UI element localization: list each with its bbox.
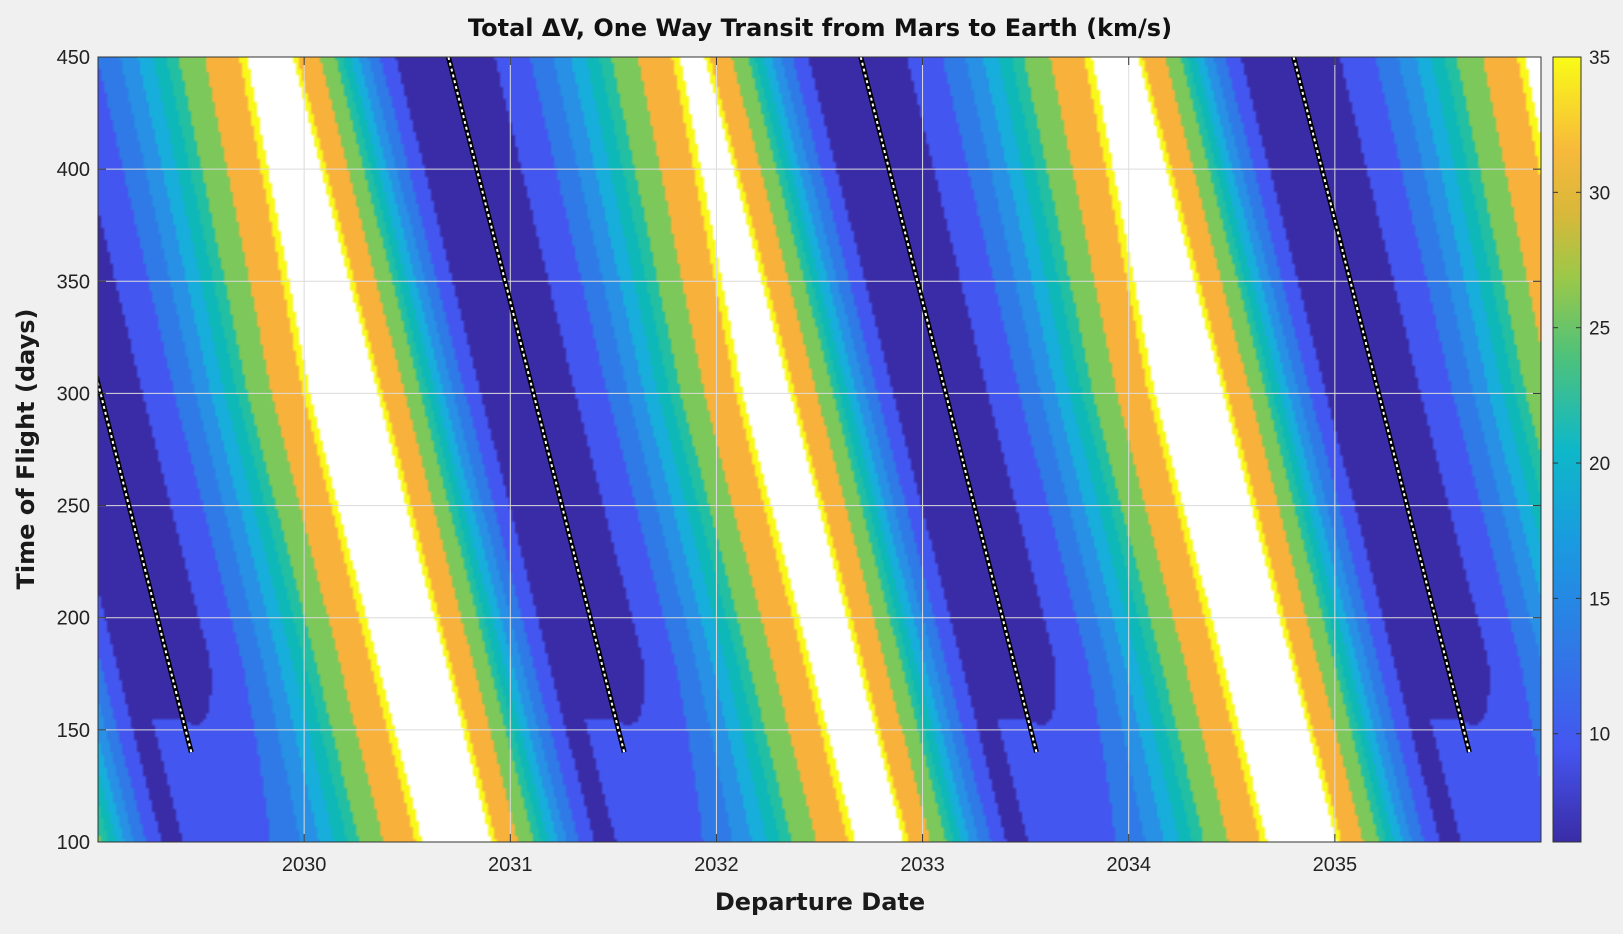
x-axis-label: Departure Date	[715, 888, 925, 916]
optimal-seam-outline	[858, 57, 1039, 753]
x-tick-label: 2032	[694, 854, 739, 876]
y-tick-label: 200	[57, 608, 90, 630]
colorbar: 10 15 20 25 30 35	[1552, 48, 1610, 843]
optimal-seam-outline	[1291, 57, 1472, 753]
y-tick-label: 250	[57, 496, 90, 518]
colorbar-tick-label: 35	[1589, 48, 1610, 69]
optimal-seam-outline	[98, 373, 194, 753]
y-tick-label: 400	[57, 159, 90, 181]
x-tick-label: 2035	[1313, 854, 1358, 876]
y-tick-label: 100	[57, 832, 90, 854]
colorbar-tick-label: 15	[1589, 589, 1610, 610]
grid-lines	[98, 57, 1541, 842]
colorbar-ticks: 10 15 20 25 30 35	[1553, 48, 1610, 746]
y-axis-ticks: 100 150 200 250 300 350 400 450	[57, 47, 1541, 854]
x-tick-label: 2034	[1106, 854, 1151, 876]
x-tick-label: 2030	[282, 854, 327, 876]
y-axis-label: Time of Flight (days)	[12, 309, 40, 590]
y-tick-label: 450	[57, 47, 90, 69]
x-tick-label: 2033	[900, 854, 945, 876]
contour-raster	[98, 57, 1541, 842]
y-tick-label: 150	[57, 720, 90, 742]
colorbar-tick-label: 10	[1589, 725, 1610, 746]
contour-bands	[98, 57, 1541, 842]
colorbar-tick-label: 20	[1589, 454, 1610, 475]
colorbar-tick-label: 30	[1589, 183, 1610, 204]
chart-title: Total ΔV, One Way Transit from Mars to E…	[468, 14, 1172, 42]
y-tick-label: 350	[57, 271, 90, 293]
colorbar-gradient	[1552, 56, 1582, 843]
optimal-seam-outline	[445, 57, 627, 753]
optimal-transfer-seams	[98, 57, 1472, 753]
plot-frame	[97, 56, 1542, 843]
x-tick-label: 2031	[488, 854, 533, 876]
colorbar-tick-label: 25	[1589, 319, 1610, 340]
x-axis-ticks: 2030 2031 2032 2033 2034 2035	[282, 57, 1357, 876]
y-tick-label: 300	[57, 383, 90, 405]
